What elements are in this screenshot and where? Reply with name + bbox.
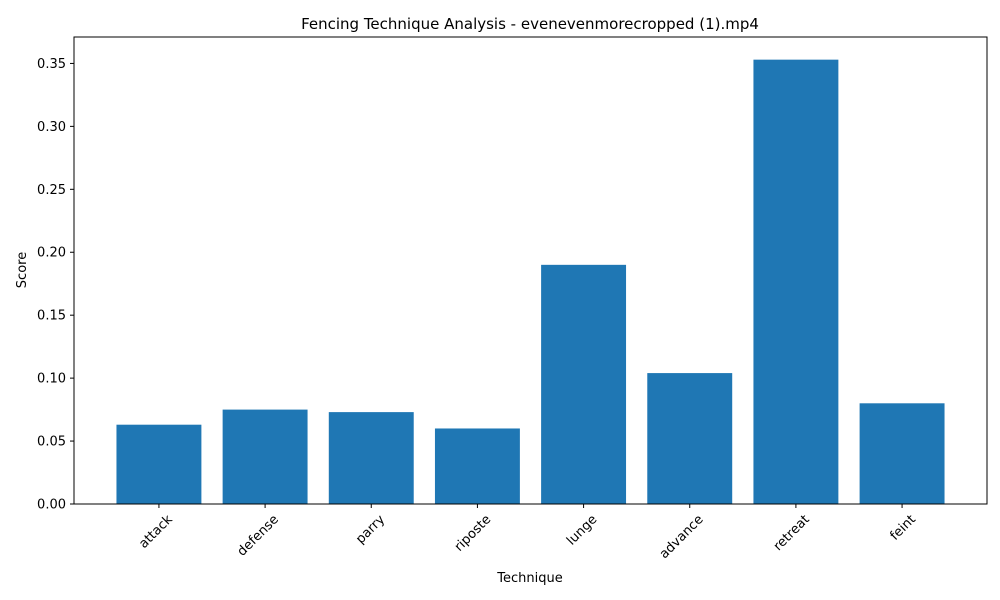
bar-advance <box>647 373 733 504</box>
plot-frame <box>73 36 988 505</box>
bar-attack <box>116 424 202 504</box>
y-tick-label: 0.10 <box>37 372 66 387</box>
x-tick-label: defense <box>235 512 282 559</box>
x-tick-label: parry <box>353 512 388 547</box>
bar-parry <box>328 412 414 504</box>
bars-group <box>116 59 945 504</box>
x-tick-label: feint <box>887 512 918 543</box>
y-tick-label: 0.20 <box>37 246 66 261</box>
x-tick-label: riposte <box>452 512 494 554</box>
bar-feint <box>859 403 945 504</box>
x-axis-label: Technique <box>496 571 562 586</box>
y-axis-label: Score <box>15 252 30 288</box>
bar-retreat <box>753 59 839 504</box>
y-tick-label: 0.30 <box>37 120 66 135</box>
y-tick-label: 0.00 <box>37 498 66 513</box>
bar-defense <box>222 409 308 504</box>
x-tick-label: retreat <box>771 512 813 554</box>
y-tick-label: 0.05 <box>37 435 66 450</box>
x-tick-label: advance <box>657 512 707 562</box>
y-tick-label: 0.25 <box>37 183 66 198</box>
y-tick-label: 0.15 <box>37 309 66 324</box>
bar-lunge <box>541 264 627 504</box>
x-tick-label: attack <box>136 512 176 552</box>
y-tick-label: 0.35 <box>37 57 66 72</box>
x-axis-ticks: attack defense parry riposte lunge advance ret… <box>136 504 919 562</box>
bar-riposte <box>434 428 520 504</box>
chart-title: Fencing Technique Analysis - evenevenmor… <box>301 15 759 33</box>
y-axis-ticks: 0.00 0.05 0.10 0.15 0.20 0.25 0.30 0.35 <box>37 57 74 513</box>
x-tick-label: lunge <box>564 512 600 548</box>
